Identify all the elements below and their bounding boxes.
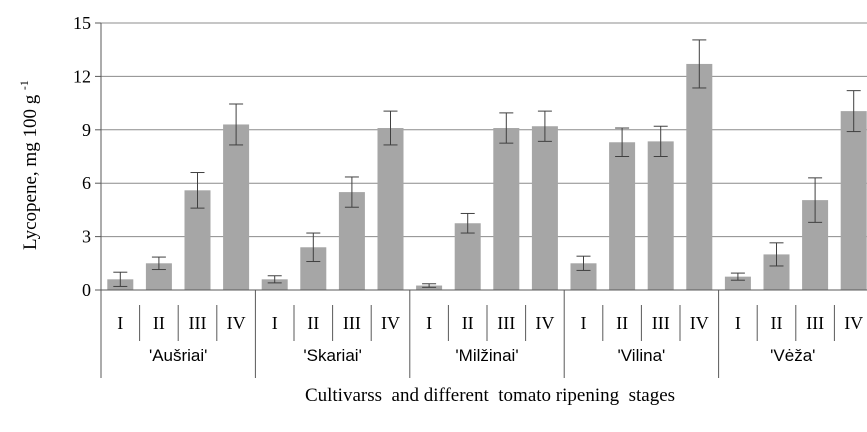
x-group-label: 'Vilina' [618, 346, 666, 365]
x-category-labels: I II III IV I II III IV I II III IV I II III IV I II III IV [117, 313, 863, 333]
x-category-label: IV [690, 313, 709, 333]
x-category-label: II [771, 313, 783, 333]
bar [377, 128, 404, 290]
x-category-label: I [272, 313, 278, 333]
y-axis-title-superscript: -1 [17, 80, 31, 90]
bar [261, 279, 288, 290]
gridlines [101, 22, 867, 238]
error-bars [113, 39, 861, 288]
x-category-label: I [581, 313, 587, 333]
x-category-label: IV [381, 313, 400, 333]
x-category-label: II [153, 313, 165, 333]
y-tick-label: 0 [82, 280, 91, 300]
bar [493, 128, 520, 290]
y-tick-label: 3 [82, 227, 91, 247]
x-category-label: III [343, 313, 361, 333]
y-axis-title: Lycopene, mg 100 g -1 [17, 80, 41, 250]
bar [223, 124, 250, 291]
x-category-label: II [462, 313, 474, 333]
x-group-label: 'Skariai' [303, 346, 361, 365]
y-tick-label: 6 [82, 173, 91, 193]
x-category-label: I [735, 313, 741, 333]
bar [609, 142, 636, 290]
y-tick-labels: 0 3 6 9 12 15 [73, 13, 91, 300]
x-group-label: 'Aušriai' [149, 346, 207, 365]
x-group-label: 'Milžinai' [455, 346, 518, 365]
x-category-label: IV [535, 313, 554, 333]
bar [454, 223, 481, 290]
x-category-label: III [497, 313, 515, 333]
x-category-label: I [117, 313, 123, 333]
x-category-label: II [616, 313, 628, 333]
x-category-label: III [652, 313, 670, 333]
x-category-label: IV [844, 313, 863, 333]
y-tick-label: 12 [73, 66, 91, 86]
x-axis-title: Cultivarss and different tomato ripening… [305, 385, 675, 406]
bar [531, 126, 558, 291]
x-group-labels: 'Aušriai' 'Skariai' 'Milžinai' 'Vilina' 'Vėž… [149, 346, 815, 365]
bar [338, 192, 365, 290]
bar [840, 111, 867, 290]
x-category-label: I [426, 313, 432, 333]
bar [686, 63, 713, 290]
x-group-label: 'Vėža' [770, 346, 815, 365]
y-tick-label: 15 [73, 13, 91, 33]
axes [95, 22, 867, 378]
bars [107, 63, 867, 291]
x-category-label: III [189, 313, 207, 333]
y-tick-label: 9 [82, 120, 91, 140]
x-category-label: III [806, 313, 824, 333]
bar [647, 141, 674, 290]
y-axis-title-text: Lycopene, mg 100 g [20, 94, 41, 250]
x-category-label: IV [227, 313, 246, 333]
x-category-label: II [307, 313, 319, 333]
